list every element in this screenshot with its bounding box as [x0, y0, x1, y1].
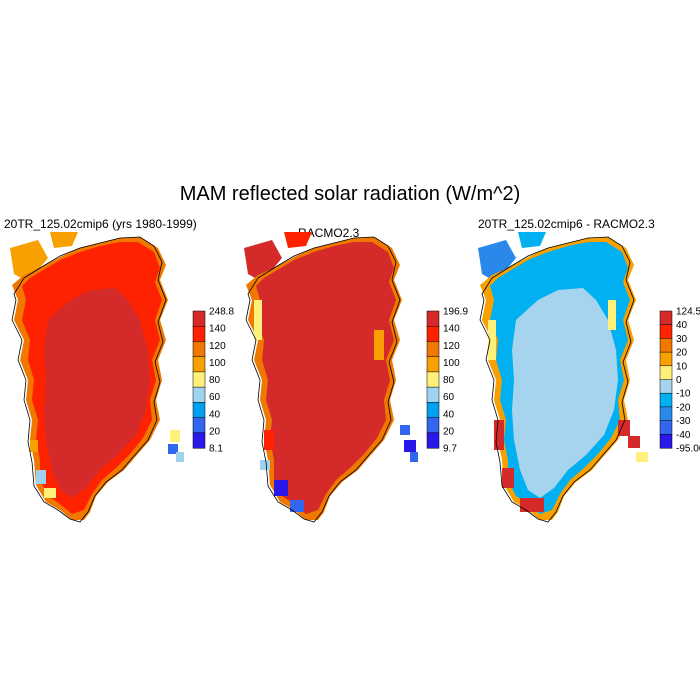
colorbar-label: 60 [443, 392, 455, 403]
map-panel-racmo [244, 232, 418, 523]
colorbar-swatch [192, 310, 206, 327]
map-panel-difference [478, 232, 648, 523]
colorbar-label: 20 [443, 426, 455, 437]
colorbar-swatch [426, 325, 440, 342]
colorbar-swatch [192, 356, 206, 373]
colorbar-label: 8.1 [209, 444, 223, 455]
colorbar-label: 20 [676, 348, 688, 359]
colorbar-label: -20 [676, 402, 691, 413]
colorbar-swatch [426, 371, 440, 388]
colorbar-swatch [192, 386, 206, 403]
colorbar-swatch [426, 417, 440, 434]
colorbar-swatch [659, 420, 673, 435]
colorbar-label: 40 [676, 320, 688, 331]
colorbar-swatch [192, 325, 206, 342]
colorbar-swatch [659, 406, 673, 422]
colorbar-swatch [426, 386, 440, 403]
colorbar-label: 100 [209, 358, 226, 369]
colorbar-swatch [192, 371, 206, 388]
colorbar-label: 10 [676, 361, 688, 372]
colorbar-label: 80 [443, 375, 455, 386]
colorbar-swatch [192, 341, 206, 358]
colorbar-label: 60 [209, 392, 221, 403]
colorbar-label: 120 [443, 341, 460, 352]
colorbar-swatch [192, 402, 206, 419]
colorbar-swatch [659, 434, 673, 449]
colorbar-label: 100 [443, 358, 460, 369]
colorbar-swatch [659, 338, 673, 353]
colorbar-label: 140 [209, 324, 226, 335]
colorbar-swatch [659, 310, 673, 326]
colorbar-label: 40 [209, 409, 221, 420]
map-panel-model [10, 232, 184, 523]
panel-title-racmo: RACMO2.3 [298, 226, 360, 240]
colorbar-label: 196.9 [443, 307, 468, 318]
colorbar-model: 248.8 140 120 100 80 60 40 20 8.1 [192, 307, 234, 455]
colorbar-swatch [659, 351, 673, 367]
panel-title-model: 20TR_125.02cmip6 (yrs 1980-1999) [4, 217, 197, 231]
colorbar-swatch [426, 432, 440, 449]
colorbar-swatch [659, 365, 673, 381]
colorbar-swatch [192, 417, 206, 434]
colorbar-label: -10 [676, 389, 691, 400]
colorbar-label: -95.06 [676, 444, 700, 455]
colorbar-swatch [426, 341, 440, 358]
colorbar-swatch [659, 379, 673, 394]
colorbar-label: 120 [209, 341, 226, 352]
colorbar-label: 9.7 [443, 444, 457, 455]
colorbar-label: 30 [676, 334, 688, 345]
colorbar-label: 140 [443, 324, 460, 335]
colorbar-swatch [426, 356, 440, 373]
colorbar-label: 248.8 [209, 307, 234, 318]
colorbar-swatch [426, 402, 440, 419]
colorbar-label: -30 [676, 416, 691, 427]
colorbar-label: 124.52 [676, 307, 700, 318]
colorbar-swatch [192, 432, 206, 449]
panel-title-difference: 20TR_125.02cmip6 - RACMO2.3 [478, 217, 655, 231]
colorbar-difference: 124.52 40 30 20 10 0 -10 -20 -30 -40 -95.06 [659, 307, 700, 455]
colorbar-label: 80 [209, 375, 221, 386]
colorbar-swatch [659, 392, 673, 408]
figure-title: MAM reflected solar radiation (W/m^2) [179, 183, 521, 205]
colorbar-label: 0 [676, 375, 682, 386]
colorbar-swatch [659, 324, 673, 339]
colorbar-label: -40 [676, 430, 691, 441]
colorbar-label: 40 [443, 409, 455, 420]
colorbar-swatch [426, 310, 440, 327]
colorbar-label: 20 [209, 426, 221, 437]
colorbar-racmo: 196.9 140 120 100 80 60 40 20 9.7 [426, 307, 468, 455]
